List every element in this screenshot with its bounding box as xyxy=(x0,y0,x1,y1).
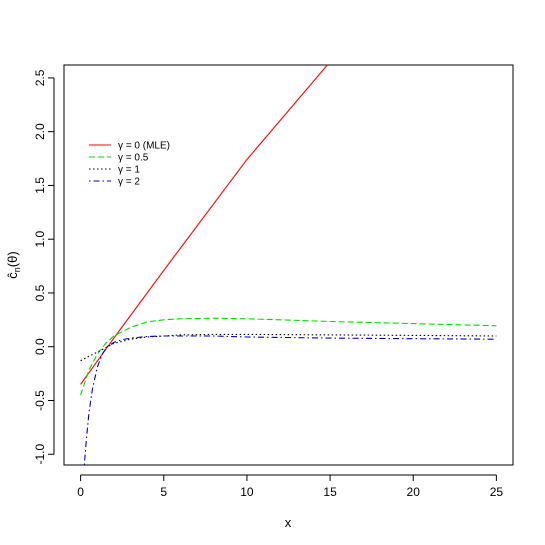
x-tick-label: 20 xyxy=(407,485,421,499)
y-axis-title: ĉn(θ) xyxy=(5,251,22,278)
legend-label-2: γ = 0.5 xyxy=(118,153,149,164)
y-tick-label: 2.0 xyxy=(33,123,47,140)
legend-label-4: γ = 2 xyxy=(118,177,140,188)
y-axis-title-arg: (θ) xyxy=(5,251,20,267)
y-axis-title-base: ĉ xyxy=(5,272,20,279)
y-tick-label: 1.0 xyxy=(33,231,47,248)
x-axis-title: x xyxy=(285,515,292,530)
x-tick-label: 0 xyxy=(77,485,84,499)
x-tick-label: 10 xyxy=(240,485,254,499)
x-axis: 0 5 10 15 20 25 xyxy=(77,474,504,499)
series-layer xyxy=(80,65,497,465)
y-tick-label: 1.5 xyxy=(33,177,47,194)
y-axis: -1.0 -0.5 0.0 0.5 1.0 1.5 2.0 2.5 xyxy=(33,69,55,465)
y-tick-label: 2.5 xyxy=(33,69,47,86)
series-line-1 xyxy=(80,65,329,385)
legend-label-1: γ = 0 (MLE) xyxy=(118,141,170,152)
y-tick-label: -0.5 xyxy=(33,390,47,411)
plot-box xyxy=(63,64,514,466)
x-tick-label: 15 xyxy=(323,485,337,499)
series-line-2 xyxy=(80,317,497,396)
x-tick-label: 25 xyxy=(490,485,504,499)
x-tick-label: 5 xyxy=(160,485,167,499)
series-line-3 xyxy=(80,333,497,362)
series-line-4 xyxy=(83,335,497,465)
legend: γ = 0 (MLE)γ = 0.5γ = 1γ = 2 xyxy=(89,141,170,188)
legend-label-3: γ = 1 xyxy=(118,165,140,176)
y-tick-label: 0.5 xyxy=(33,284,47,301)
y-axis-title-sub: n xyxy=(12,267,22,272)
y-tick-label: -1.0 xyxy=(33,444,47,465)
y-tick-label: 0.0 xyxy=(33,338,47,355)
